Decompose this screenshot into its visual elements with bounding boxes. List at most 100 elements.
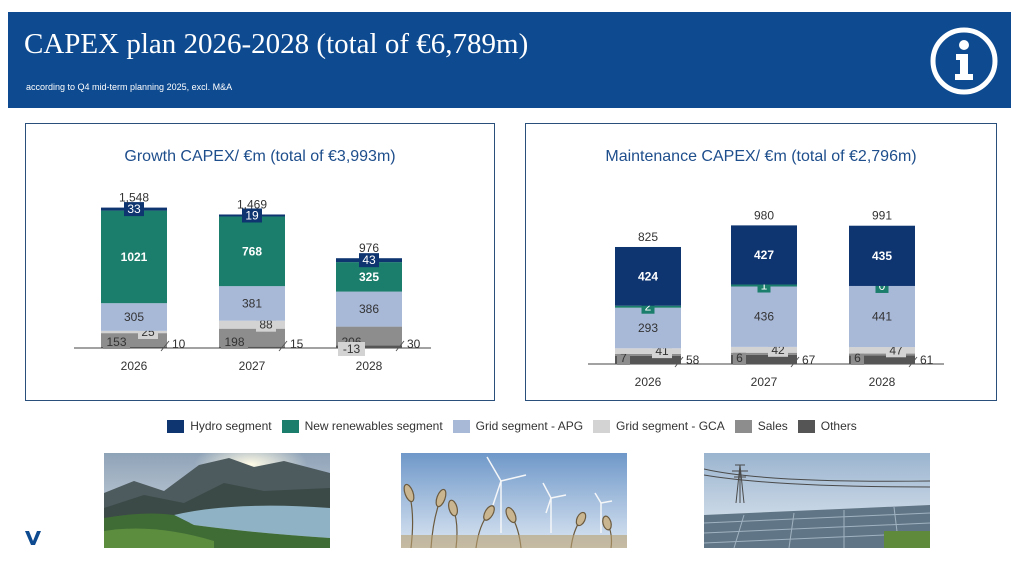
bar-segment-new-renewables-segment [101,210,167,304]
data-label: 6 [854,351,861,365]
others-label-tick [790,356,800,368]
bar-segment-grid-segment-apg [219,286,285,321]
data-label-box [359,253,379,268]
bar-segment-others [219,346,285,348]
data-label: 43 [362,253,376,267]
legend-item: Grid segment - APG [452,419,584,433]
data-label: 1021 [121,250,148,264]
data-label: 436 [754,310,774,324]
bar-segment-others [731,354,797,364]
bar-segment-new-renewables-segment [219,216,285,287]
bar-segment-others [615,355,681,364]
mountain-reservoir-photo [104,453,330,548]
legend-label: Grid segment - GCA [616,419,725,433]
data-label-box [242,208,262,223]
data-label: 1 [761,279,768,293]
wind-turbines-reeds-photo [401,453,627,548]
data-label: 2 [645,300,652,314]
page-subtitle: according to Q4 mid-term planning 2025, … [26,82,233,92]
data-label: 381 [242,296,262,310]
growth-capex-chart: 15 325 305 1021 33 10 1,548 2026 198 88 381 768 19 15… [74,191,431,373]
data-label-others: 15 [290,337,304,351]
data-label: 19 [245,208,259,222]
legend-swatch [797,419,815,433]
others-label-tick [395,340,405,352]
others-label-tick [160,340,170,352]
bar-segment-others [849,355,915,364]
bar-total-label: 1,548 [119,191,149,205]
data-label: 427 [754,248,774,262]
data-label: 6 [736,351,743,365]
maintenance-capex-chart: 7 412932424588252026642436142767980202764… [588,208,944,389]
data-label: 198 [224,335,244,349]
x-tick-label: 2026 [635,375,662,389]
bar-total-label: 1,469 [237,197,267,211]
legend-swatch [167,419,185,433]
legend-item: Hydro segment [167,419,272,433]
growth-capex-title: Growth CAPEX/ €m (total of €3,993m) [124,148,396,165]
header-banner: CAPEX plan 2026-2028 (total of €6,789m) … [8,12,1011,108]
bar-total-label: 976 [359,241,379,255]
bar-segment-grid-segment-gca [101,330,167,334]
data-label: 7 [620,351,627,365]
bar-total-label: 825 [638,230,658,244]
data-label-box [851,351,864,365]
legend-swatch [281,419,299,433]
solar-park-photo [704,453,930,548]
others-label-tick [278,340,288,352]
growth-capex-panel: Growth CAPEX/ €m (total of €3,993m) 153 2… [25,123,495,401]
data-label-others: 67 [802,353,816,367]
data-label: 424 [638,269,658,283]
x-tick-label: 2028 [869,375,896,389]
data-label: 435 [872,249,892,263]
maintenance-capex-panel: Maintenance CAPEX/ €m (total of €2,796m)… [525,123,997,401]
data-label-others: 58 [686,353,700,367]
verbund-v-logo[interactable] [24,529,42,547]
bar-segment-sales [615,353,681,356]
bar-segment-hydro-segment [849,225,915,286]
bar-segment-grid-segment-apg [731,286,797,347]
x-tick-label: 2027 [239,359,266,373]
bar-segment-others [101,347,167,348]
legend-item: Grid segment - GCA [593,419,725,433]
bar-segment-grid-segment-gca [219,320,285,329]
data-label-others: 30 [407,337,421,351]
chart-legend: Hydro segment New renewables segment Grid … [0,416,1024,436]
bar-segment-grid-segment-apg [849,285,915,348]
data-label: 153 [106,335,126,349]
maintenance-capex-title: Maintenance CAPEX/ €m (total of €2,796m) [605,148,917,165]
bar-total-label: 991 [872,209,892,223]
legend-item: Sales [734,419,788,433]
bar-segment-grid-segment-gca [615,348,681,354]
data-label-box [221,335,248,349]
data-label: 33 [127,202,141,216]
others-label-tick [674,356,684,368]
bar-segment-sales [731,352,797,355]
x-tick-label: 2026 [121,359,148,373]
legend-label: Others [820,419,857,433]
bar-segment-grid-segment-apg [615,307,681,349]
legend-item: New renewables segment [281,419,443,433]
data-label: 305 [124,310,144,324]
x-tick-label: 2028 [356,359,383,373]
data-label-others: 61 [920,353,934,367]
data-label-box [256,317,276,332]
legend-item: Others [797,419,857,433]
data-label-others: 10 [172,337,186,351]
legend-label: Sales [757,419,788,433]
data-label: 768 [242,244,262,258]
page-title: CAPEX plan 2026-2028 (total of €6,789m) [24,28,529,60]
data-label: 88 [259,318,273,332]
bar-segment-grid-segment-gca [731,346,797,353]
legend-swatch [452,419,470,433]
legend-label: Grid segment - APG [475,419,584,433]
bar-segment-grid-segment-apg [336,291,402,327]
bar-segment-grid-segment-gca [849,347,915,354]
legend-swatch [734,419,752,433]
data-label-box [338,342,365,356]
x-tick-label: 2027 [751,375,778,389]
bar-segment-others [336,345,402,348]
info-icon[interactable] [929,26,999,96]
bar-total-label: 980 [754,208,774,222]
legend-label: Hydro segment [190,419,272,433]
